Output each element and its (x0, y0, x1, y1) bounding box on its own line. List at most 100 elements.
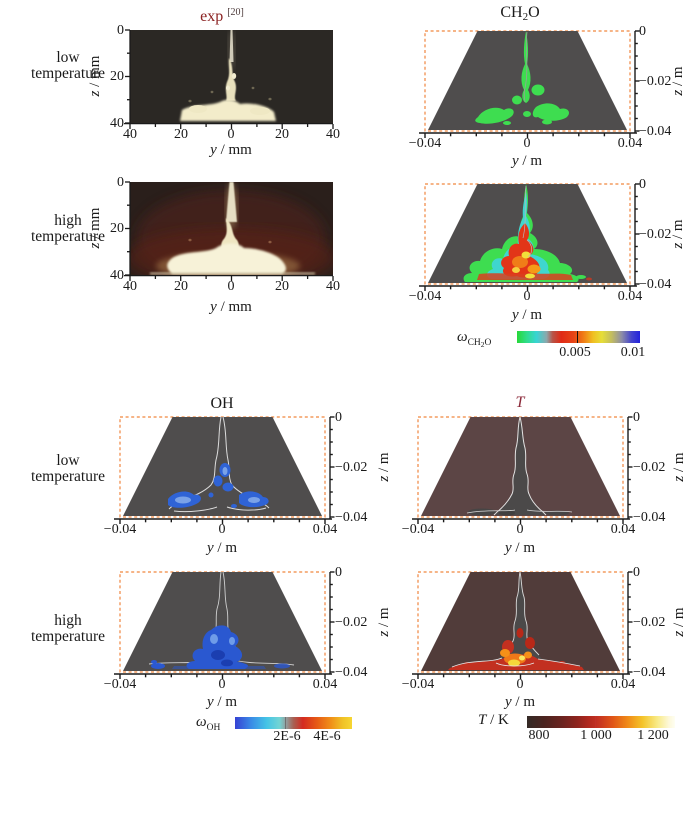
z-tick-label: 0 (639, 24, 646, 39)
colorbar-tick-label: 0.005 (559, 345, 591, 360)
combustor-trapezoid (123, 572, 322, 671)
exp-high-flame (130, 182, 333, 275)
x-tick-label: 0 (516, 522, 524, 537)
x-tick-label: −0.04 (103, 522, 137, 537)
x-tick-label: 20 (174, 279, 188, 294)
t-colorbar-label: T / K (478, 712, 509, 728)
row-label-low-top: low temperature (30, 49, 105, 82)
exp-high-xlabel: y / mm (210, 299, 252, 315)
x-tick-label: 40 (326, 127, 340, 142)
t-low-panel (412, 416, 633, 524)
y-tick-label: 40 (110, 268, 124, 283)
y-tick-label: 0 (117, 175, 124, 190)
oh-low-xlabel: y / m (206, 540, 238, 556)
exp-high-axes (124, 181, 334, 281)
z-tick-label: 0 (335, 410, 342, 425)
ch2o-high-panel (419, 183, 640, 291)
colorbar-tick-label: 800 (528, 728, 550, 743)
t-column-title: T (515, 394, 525, 411)
x-tick-label: −0.04 (408, 289, 442, 304)
t-high-zlabel: z / m (671, 607, 687, 637)
x-tick-label: 0.04 (610, 522, 636, 537)
colorbar-tick-label: 4E-6 (313, 729, 341, 744)
x-tick-label: 0.04 (312, 677, 338, 692)
ch2o-high-axes (419, 183, 640, 291)
oh-low-panel (114, 416, 335, 524)
oh-high-zlabel: z / m (376, 607, 392, 637)
ch2o-high-flame (463, 184, 592, 282)
colorbar-tick-mark (577, 331, 579, 343)
ch2o-low-axes (419, 30, 640, 138)
x-tick-label: 0.04 (617, 289, 643, 304)
z-tick-label: 0 (335, 565, 342, 580)
y-tick-label: 40 (110, 116, 124, 131)
z-tick-label: −0.02 (639, 74, 672, 89)
y-tick-label: 20 (110, 221, 124, 236)
y-tick-label: 0 (117, 23, 124, 38)
x-tick-label: 0 (516, 677, 524, 692)
z-tick-label: −0.04 (335, 510, 368, 525)
x-tick-label: 0.04 (312, 522, 338, 537)
oh-high-flame (148, 572, 295, 669)
t-low-field (466, 417, 573, 516)
z-tick-label: 0 (633, 410, 640, 425)
x-tick-label: 0.04 (610, 677, 636, 692)
z-tick-label: −0.04 (335, 665, 368, 680)
ch2o-low-flame (475, 31, 570, 125)
z-tick-label: −0.04 (633, 510, 666, 525)
exp-low-xlabel: y / mm (210, 142, 252, 158)
x-tick-label: 40 (123, 127, 137, 142)
x-tick-label: 0.04 (617, 136, 643, 151)
x-tick-label: −0.04 (401, 677, 435, 692)
ch2o-low-xlabel: y / m (511, 153, 543, 169)
colorbar-tick-mark (595, 716, 597, 728)
oh-colorbar-label: ωOH (196, 714, 221, 733)
t-high-field (448, 572, 584, 670)
x-tick-label: −0.04 (103, 677, 137, 692)
t-colorbar (527, 716, 675, 728)
ch2o-column-title: CH2O (500, 4, 540, 23)
z-tick-label: 0 (633, 565, 640, 580)
oh-column-title: OH (210, 395, 234, 412)
colorbar-tick-mark (285, 717, 287, 729)
z-tick-label: −0.04 (639, 124, 672, 139)
t-high-panel (412, 571, 633, 679)
t-low-axes (412, 416, 633, 524)
t-high-axes (412, 571, 633, 679)
oh-low-axes (114, 416, 335, 524)
colorbar-tick-label: 1 200 (637, 728, 669, 743)
row-label-high-bottom: high temperature (30, 612, 105, 645)
z-tick-label: −0.02 (633, 615, 666, 630)
exp-high-ylabel: z / mm (87, 207, 103, 249)
t-low-xlabel: y / m (504, 540, 536, 556)
row-label-low-bottom: low temperature (30, 452, 105, 485)
oh-low-flame (168, 417, 270, 513)
x-tick-label: 40 (326, 279, 340, 294)
z-tick-label: 0 (639, 177, 646, 192)
exp-low-axes (124, 29, 334, 129)
x-tick-label: 0 (218, 522, 226, 537)
y-tick-label: 20 (110, 69, 124, 84)
ch2o-low-zlabel: z / m (670, 66, 686, 96)
exp-low-ylabel: z / mm (87, 55, 103, 97)
z-tick-label: −0.02 (633, 460, 666, 475)
oh-low-zlabel: z / m (376, 452, 392, 482)
z-tick-label: −0.02 (335, 615, 368, 630)
x-tick-label: 0 (218, 677, 226, 692)
colorbar-tick-label: 0.01 (620, 345, 646, 360)
x-tick-label: 20 (275, 127, 289, 142)
x-tick-label: 0 (523, 289, 531, 304)
oh-colorbar (235, 717, 352, 729)
z-tick-label: −0.02 (639, 227, 672, 242)
z-tick-label: −0.02 (335, 460, 368, 475)
oh-high-xlabel: y / m (206, 694, 238, 710)
ch2o-high-xlabel: y / m (511, 307, 543, 323)
colorbar-tick-label: 1 000 (580, 728, 612, 743)
oh-high-panel (114, 571, 335, 679)
exp-low-flame (180, 30, 276, 121)
x-tick-label: −0.04 (401, 522, 435, 537)
ch2o-colorbar-label: ωCH2O (457, 329, 492, 349)
x-tick-label: −0.04 (408, 136, 442, 151)
row-label-high-top: high temperature (30, 212, 105, 245)
